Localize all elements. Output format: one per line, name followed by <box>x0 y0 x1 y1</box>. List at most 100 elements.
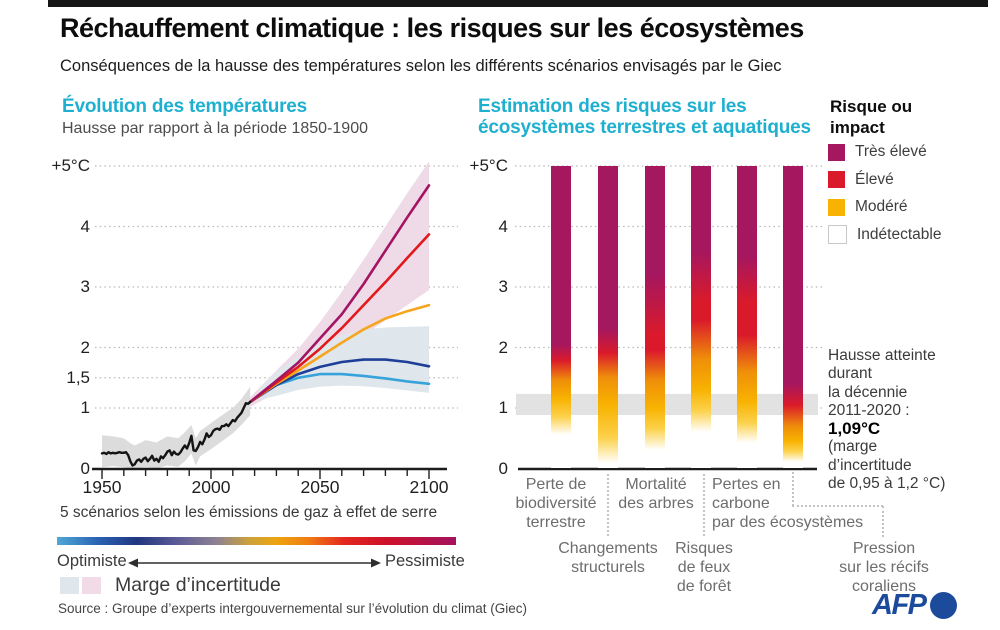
series-scenario-tres-pessimiste <box>248 184 431 404</box>
optimiste-label: Optimiste <box>57 552 127 570</box>
decade-annotation: Hausse atteinte durant la décennie 2011-202… <box>828 347 998 493</box>
x-tick-label-2100: 2100 <box>409 477 449 497</box>
bar-category-label-line: Pression <box>852 540 916 557</box>
legend-item-label: Très élevé <box>855 143 927 160</box>
uncertainty-swatch-optimiste <box>60 577 79 594</box>
page-subtitle: Conséquences de la hausse des températur… <box>60 57 782 75</box>
annotation-line: (marge <box>828 438 878 456</box>
annotation-line: Hausse atteinte <box>828 347 936 364</box>
top-accent-bar <box>48 0 988 7</box>
bar-category-label-line: de feux <box>677 559 731 576</box>
annotation-line: la décennie <box>828 383 908 401</box>
uncertainty-swatch-pessimiste <box>82 577 101 594</box>
series-scenario-optimiste <box>248 358 431 404</box>
left-y-tick-label-0: 0 <box>80 458 90 478</box>
annotation-line: d’incertitude <box>828 456 912 474</box>
band-incertitude-pessimiste <box>250 161 429 407</box>
left-y-tick-label-3: 3 <box>80 277 90 296</box>
x-tick-label-2050: 2050 <box>300 477 340 497</box>
scenario-scale-gradient <box>57 537 456 545</box>
right-chart-title-line2: écosystèmes terrestres et aquatiques <box>478 117 811 138</box>
legend-item-label: Élevé <box>855 170 894 188</box>
risk-bar-4 <box>691 166 711 468</box>
legend-item-1: Très élevé <box>828 143 927 161</box>
legend-swatch <box>828 225 847 244</box>
left-y-tick-label-1.5: 1,5 <box>66 367 90 387</box>
risk-legend-title-line2: impact <box>830 118 885 137</box>
risk-legend-title: Risque ou impact <box>830 96 912 138</box>
arrow-head-left <box>128 558 138 568</box>
series-scenario-pessimiste <box>248 233 431 404</box>
coral-label-connector-h <box>792 505 883 507</box>
bar-category-label-line: sur les récifs <box>839 559 929 576</box>
uncertainty-legend: Marge d’incertitude <box>60 574 281 597</box>
right-y-tick-label-3: 3 <box>498 277 508 296</box>
risk-bar-3 <box>645 166 665 468</box>
legend-swatch <box>828 198 845 216</box>
right-y-tick-label-0: 0 <box>498 458 508 478</box>
risk-bar-1 <box>551 166 571 468</box>
right-chart-title: Estimation des risques sur les écosystèm… <box>478 96 811 138</box>
legend-item-2: Élevé <box>828 171 894 189</box>
right-y-tick-label-1: 1 <box>498 398 508 417</box>
coral-label-connector-v2 <box>882 506 884 537</box>
bar-category-label-line: carbone <box>712 495 770 512</box>
category-separator-1 <box>607 474 609 536</box>
bar-category-label-line: Perte de <box>525 476 587 493</box>
series-observations <box>100 400 252 467</box>
left-y-tick-label-2: 2 <box>80 337 90 357</box>
source-line: Source : Groupe d’experts intergouvernem… <box>58 601 527 616</box>
left-y-tick-label-1: 1 <box>80 398 90 417</box>
legend-item-3: Modéré <box>828 198 908 216</box>
x-tick-label-1950: 1950 <box>82 477 122 497</box>
left-y-tick-label-4: 4 <box>80 216 90 236</box>
left-y-tick-label-5: +5°C <box>51 156 90 175</box>
decade-reference-band <box>516 393 818 416</box>
annotation-value: 1,09°C <box>828 419 881 439</box>
annotation-line: de 0,95 à 1,2 °C) <box>828 475 946 493</box>
bar-category-label-line: de forêt <box>676 578 732 595</box>
annotation-line: durant <box>828 365 872 383</box>
x-tick-label-2000: 2000 <box>191 477 231 497</box>
coral-label-connector-v1 <box>792 472 794 506</box>
legend-swatch <box>828 171 845 188</box>
series-scenario-intermediaire <box>248 303 431 404</box>
band-incertitude-optimiste <box>259 326 429 400</box>
scenarios-footnote: 5 scénarios selon les émissions de gaz à… <box>60 504 438 521</box>
page-title: Réchauffement climatique : les risques s… <box>60 13 804 43</box>
annotation-line: 2011-2020 : <box>828 401 910 419</box>
risk-bar-6 <box>783 166 803 468</box>
bar-category-label-line: structurels <box>571 559 645 576</box>
risk-legend-title-line1: Risque ou <box>830 97 913 116</box>
arrow-head-right <box>371 558 381 568</box>
band-incertitude-historique <box>102 386 251 469</box>
bar-category-label-line: par des écosystèmes <box>712 514 864 531</box>
bar-category-label-2: Changements structurels <box>528 539 688 577</box>
bar-category-label-6: Pression sur les récifs coraliens <box>799 539 969 596</box>
risk-bar-2 <box>598 166 618 468</box>
left-chart-title: Évolution des températures <box>62 96 308 117</box>
category-separator-2 <box>703 474 705 536</box>
pessimiste-label: Pessimiste <box>385 552 465 570</box>
afp-logo: AFP <box>872 589 957 622</box>
afp-logo-dot <box>929 592 957 619</box>
legend-item-label: Modéré <box>855 198 908 215</box>
right-y-tick-label-4: 4 <box>498 216 508 236</box>
right-chart-title-line1: Estimation des risques sur les <box>478 96 747 117</box>
bar-category-label-line: Changements <box>558 540 658 557</box>
series-scenario-tres-optimiste <box>248 372 431 404</box>
bar-category-label-1: Perte de biodiversité terrestre <box>486 475 626 532</box>
left-chart-subtitle: Hausse par rapport à la période 1850-190… <box>62 120 368 137</box>
right-y-tick-label-5: +5°C <box>469 156 508 175</box>
legend-item-4: Indétectable <box>828 225 942 244</box>
bar-category-label-line: Risques <box>675 540 733 557</box>
right-y-tick-label-2: 2 <box>498 337 508 357</box>
afp-logo-text: AFP <box>872 589 927 621</box>
bar-category-label-4: Risques de feux de forêt <box>629 539 779 596</box>
legend-item-label: Indétectable <box>857 225 942 243</box>
bar-category-label-line: biodiversité <box>515 495 597 512</box>
legend-swatch <box>828 143 845 161</box>
